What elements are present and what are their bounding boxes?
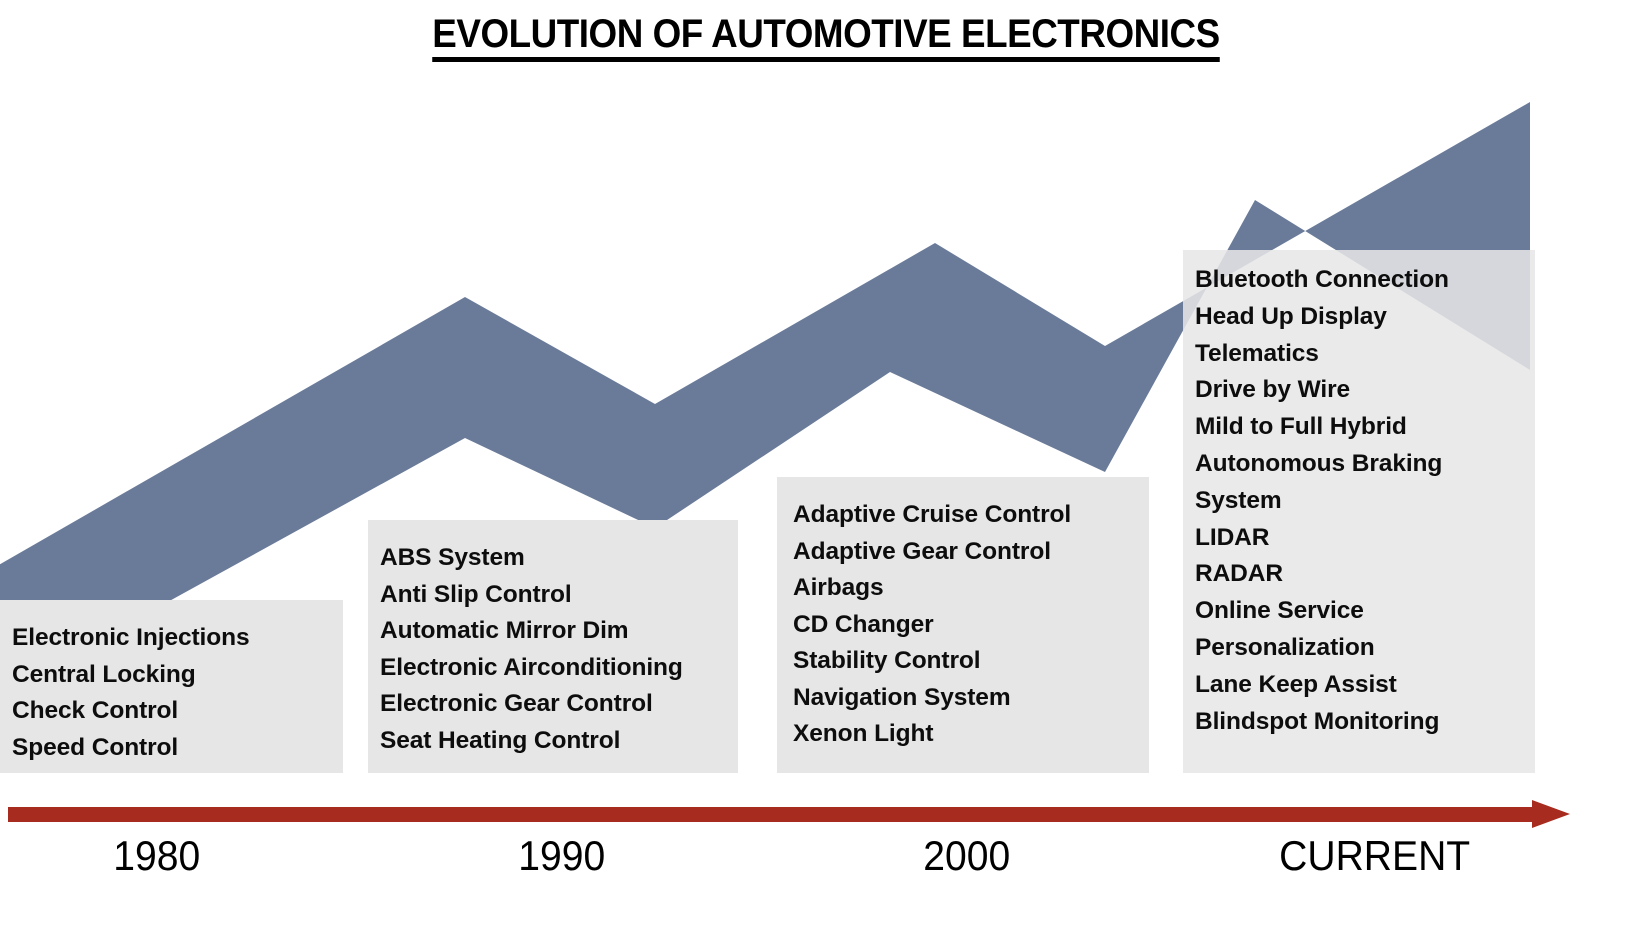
list-item: Adaptive Cruise Control <box>793 501 1072 528</box>
list-item: Blindspot Monitoring <box>1195 707 1440 735</box>
list-item: Central Locking <box>12 660 196 688</box>
period-box-1980: Electronic Injections Central Locking Ch… <box>0 600 343 773</box>
list-item: Drive by Wire <box>1195 376 1351 404</box>
timeline-tick-current: CURRENT <box>1279 832 1471 879</box>
list-item: System <box>1195 486 1282 514</box>
timeline-shaft <box>8 807 1536 822</box>
page-title-text: EVOLUTION OF AUTOMOTIVE ELECTRONICS <box>432 13 1220 62</box>
timeline-tick-1990: 1990 <box>518 832 606 879</box>
list-item: LIDAR <box>1195 523 1270 551</box>
period-box-current: Bluetooth Connection Head Up Display Tel… <box>1183 250 1535 773</box>
list-item: Airbags <box>793 574 884 601</box>
list-item: Head Up Display <box>1195 302 1387 330</box>
list-item: Adaptive Gear Control <box>793 537 1051 565</box>
feature-list-2000: Adaptive Cruise Control Adaptive Gear Co… <box>777 477 1149 753</box>
timeline-labels: 1980 1990 2000 CURRENT <box>0 832 1652 892</box>
list-item: Electronic Airconditioning <box>380 653 683 681</box>
timeline-tick-2000: 2000 <box>923 832 1011 879</box>
list-item: CD Changer <box>793 610 934 638</box>
feature-list-1980: Electronic Injections Central Locking Ch… <box>0 600 343 766</box>
timeline-axis <box>8 800 1618 828</box>
zigzag-band-shape <box>0 102 1530 695</box>
feature-list-current: Bluetooth Connection Head Up Display Tel… <box>1183 250 1535 740</box>
feature-list-1990: ABS System Anti Slip Control Automatic M… <box>368 520 738 759</box>
list-item: Navigation System <box>793 683 1011 711</box>
list-item: Stability Control <box>793 647 981 674</box>
list-item: Xenon Light <box>793 720 934 747</box>
list-item: Seat Heating Control <box>380 726 621 754</box>
list-item: Online Service <box>1195 597 1364 625</box>
list-item: Electronic Gear Control <box>380 690 653 717</box>
list-item: Speed Control <box>12 733 179 761</box>
list-item: Mild to Full Hybrid <box>1195 413 1407 441</box>
timeline-tick-1980: 1980 <box>113 832 201 879</box>
list-item: Electronic Injections <box>12 624 250 651</box>
list-item: Check Control <box>12 697 179 724</box>
period-box-2000: Adaptive Cruise Control Adaptive Gear Co… <box>777 477 1149 773</box>
list-item: Bluetooth Connection <box>1195 266 1449 293</box>
list-item: ABS System <box>380 544 525 571</box>
list-item: RADAR <box>1195 560 1283 588</box>
list-item: Automatic Mirror Dim <box>380 617 629 644</box>
list-item: Anti Slip Control <box>380 580 572 608</box>
list-item: Autonomous Braking <box>1195 449 1443 477</box>
list-item: Lane Keep Assist <box>1195 670 1397 698</box>
list-item: Telematics <box>1195 339 1319 367</box>
timeline-arrowhead-icon <box>1532 800 1570 828</box>
period-box-1990: ABS System Anti Slip Control Automatic M… <box>368 520 738 773</box>
list-item: Personalization <box>1195 633 1375 661</box>
page-title: EVOLUTION OF AUTOMOTIVE ELECTRONICS <box>66 12 1586 62</box>
